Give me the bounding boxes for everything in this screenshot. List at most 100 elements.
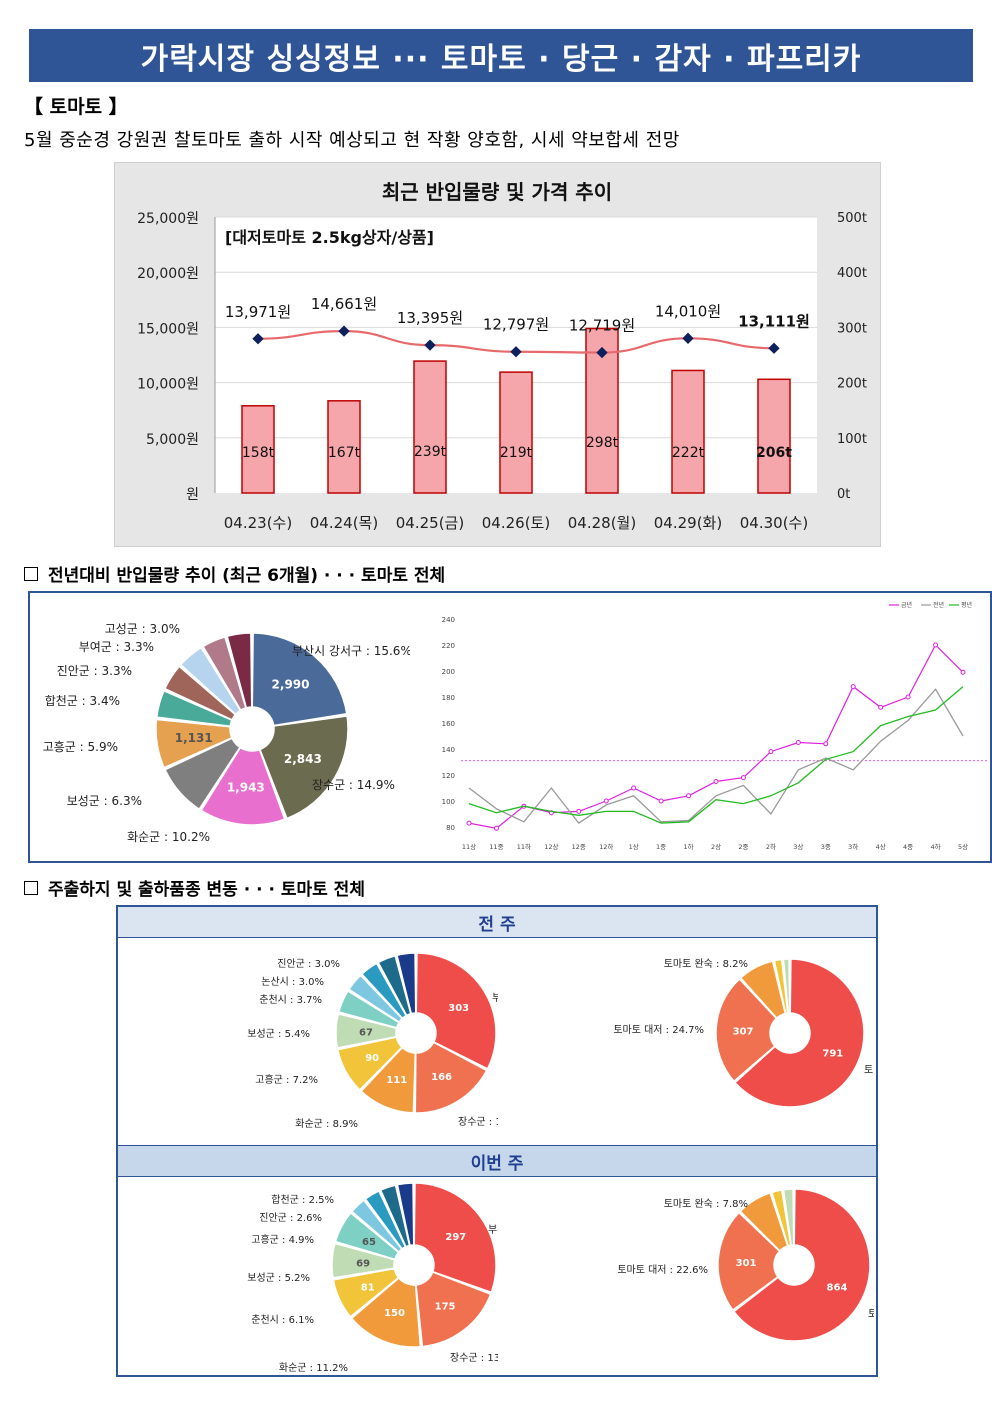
- x-tick-label: 11상: [462, 842, 476, 851]
- x-tick-label: 1중: [656, 843, 666, 851]
- x-tick-label: 3상: [793, 842, 803, 851]
- y-tick-label: 80: [446, 824, 455, 832]
- this-week-variety-pie: 864 토마토(일반) : 64.7% 301 토마토 대저 : 22.6% 토마토 완…: [617, 1188, 874, 1342]
- pie-slice: [334, 1211, 400, 1261]
- series-point: [686, 793, 692, 799]
- price-label: 13,111원: [738, 312, 810, 330]
- pie-slice-value: 864: [827, 1282, 848, 1293]
- pie-slice-value: 150: [384, 1308, 405, 1319]
- pie-slice: [414, 1041, 488, 1114]
- prev-week-header: 전 주: [118, 907, 876, 938]
- x-tick-label: 2상: [711, 842, 721, 851]
- right-tick-label: 200t: [837, 377, 867, 392]
- price-point: [424, 339, 436, 351]
- left-tick-label: 원: [186, 487, 199, 503]
- section3-heading-text: 주출하지 및 출하품종 변동 · · · 토마토 전체: [48, 880, 365, 900]
- pie-slice: [396, 952, 417, 1015]
- pie-slice-label: 진안군 : 3.0%: [277, 958, 340, 970]
- yoy-line-chart: 240 220 200 180 160 140 120 100 80 11상 11중 11하 12상 12…: [442, 601, 988, 851]
- left-tick-label: 10,000원: [137, 377, 199, 393]
- series-point: [960, 669, 966, 675]
- y-tick-label: 180: [442, 694, 455, 702]
- chart-subtitle: [대저토마토 2.5kg상자/상품]: [225, 228, 434, 247]
- right-tick-label: 500t: [837, 211, 867, 226]
- pie-slice: [413, 1182, 497, 1294]
- x-tick-label: 4중: [903, 843, 913, 851]
- series-line: [468, 688, 964, 824]
- series-point: [740, 775, 746, 781]
- y-tick-label: 100: [442, 798, 455, 806]
- pie-slice-label: 고성군 : 3.0%: [105, 622, 180, 636]
- price-label: 13,971원: [225, 303, 291, 321]
- legend-label: 금년: [901, 601, 912, 609]
- volume-price-chart-frame: 최근 반입물량 및 가격 추이 [대저토마토 2.5kg상자/상품] 25,000원…: [114, 162, 881, 547]
- pie-slice-label: 토마토 대저 : 22.6%: [617, 1264, 708, 1276]
- pie-slice-value: 791: [822, 1048, 843, 1059]
- series-point: [658, 798, 664, 804]
- pie-slice-value: 81: [361, 1282, 375, 1293]
- pie-slice-label: 고흥군 : 4.9%: [251, 1233, 314, 1246]
- pie-slice: [331, 1242, 396, 1279]
- market-summary: 5월 중순경 강원권 찰토마토 출하 시작 예상되고 현 작황 양호함, 시세 …: [24, 130, 680, 151]
- pie-slice-label: 보성군 : 6.3%: [67, 794, 142, 808]
- pie-slice-label: 진안군 : 3.3%: [57, 664, 132, 678]
- volume-bar: [327, 400, 361, 494]
- right-tick-label: 0t: [837, 487, 850, 502]
- pie-slice-label: 춘천시 : 3.7%: [259, 994, 322, 1006]
- volume-bar-label: 158t: [242, 445, 275, 461]
- volume-bar-label: 298t: [586, 435, 619, 451]
- left-tick-label: 5,000원: [146, 432, 199, 448]
- pie-slice: [717, 1211, 781, 1312]
- x-tick-label: 4상: [876, 842, 886, 851]
- checkbox-square-icon: [24, 566, 38, 581]
- series-point: [493, 825, 499, 831]
- this-week-origin-pie: 297 부산시 강서구 : 22.3% 175 장수군 : 13.1% 150 화순군 :…: [247, 1182, 498, 1373]
- price-point: [596, 346, 608, 359]
- pie-slice-label: 토마토(일반) : 63.5%: [864, 1064, 874, 1076]
- volume-bar: [757, 378, 791, 494]
- right-tick-label: 400t: [837, 266, 867, 281]
- x-tick-label: 04.30(수): [740, 514, 808, 532]
- pie-slice-value: 90: [365, 1053, 379, 1064]
- pie-slice: [155, 718, 233, 769]
- x-tick-label: 04.29(화): [654, 514, 722, 532]
- pie-slice-label: 부산시 강서구 : 15.6%: [292, 644, 410, 658]
- series-point: [466, 820, 472, 826]
- volume-bar-label: 219t: [500, 445, 533, 461]
- section2-heading: 전년대비 반입물량 추이 (최근 6개월) · · · 토마토 전체: [24, 561, 445, 586]
- x-tick-label: 2중: [738, 843, 748, 851]
- pie-slice-label: 화순군 : 10.2%: [127, 830, 210, 844]
- prev-week-variety-pie: 791 토마토(일반) : 63.5% 307 토마토 대저 : 24.7% 토마토 완…: [613, 958, 874, 1108]
- pie-slice-value: 65: [362, 1237, 376, 1248]
- series-point: [850, 684, 856, 690]
- right-tick-label: 300t: [837, 321, 867, 336]
- volume-bar: [499, 371, 533, 494]
- section3-heading: 주출하지 및 출하품종 변동 · · · 토마토 전체: [24, 875, 365, 900]
- price-point: [338, 325, 350, 337]
- pie-slice: [782, 958, 791, 1014]
- yoy-panel: 2,990 부산시 강서구 : 15.6% 2,843 장수군 : 14.9% 1,94…: [28, 591, 992, 863]
- series-line: [468, 686, 964, 824]
- pie-slice: [360, 1046, 417, 1114]
- pie-slice-label: 장수군 : 13.1%: [450, 1352, 498, 1364]
- volume-price-chart: 최근 반입물량 및 가격 추이 [대저토마토 2.5kg상자/상품] 25,000원…: [137, 180, 867, 532]
- pie-slice: [732, 1188, 871, 1342]
- volume-bar: [671, 369, 705, 494]
- pie-slice-label: 부여군 : 3.3%: [79, 640, 154, 654]
- volume-bar: [413, 360, 447, 494]
- pie-slice: [251, 632, 348, 727]
- price-point: [252, 333, 264, 345]
- left-tick-label: 15,000원: [137, 321, 199, 337]
- pie-slice-label: 춘천시 : 6.1%: [251, 1314, 314, 1326]
- y-tick-label: 200: [442, 668, 455, 676]
- pie-slice-label: 부산시 강서구 : 24.4%: [492, 992, 498, 1004]
- pie-slice: [332, 1267, 400, 1318]
- pie-slice: [350, 1276, 422, 1348]
- left-tick-label: 20,000원: [137, 266, 199, 282]
- pie-slice-label: 고흥군 : 5.9%: [43, 740, 118, 754]
- pie-slice-label: 토마토 완숙 : 7.8%: [664, 1198, 748, 1210]
- y-tick-label: 220: [442, 642, 455, 650]
- section2-heading-text: 전년대비 반입물량 추이 (최근 6개월) · · · 토마토 전체: [48, 566, 446, 586]
- y-tick-label: 240: [442, 616, 455, 624]
- pie-slice: [259, 715, 349, 820]
